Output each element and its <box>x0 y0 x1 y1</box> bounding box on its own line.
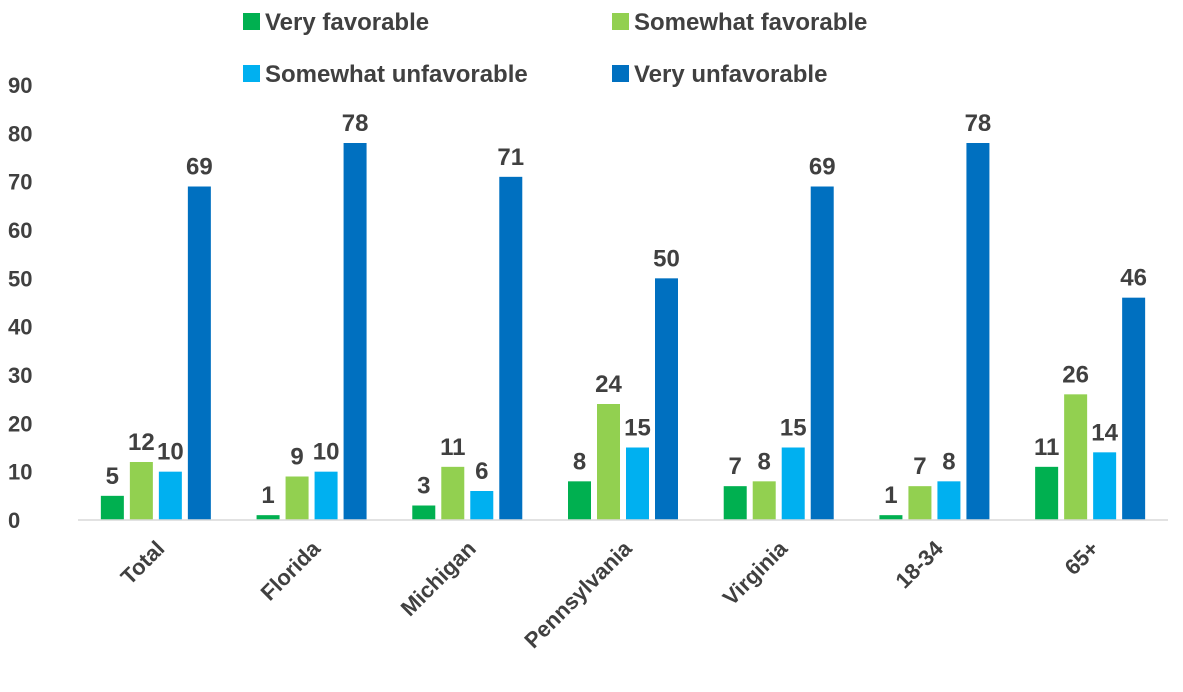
data-label: 7 <box>913 453 926 480</box>
legend-item: Somewhat favorable <box>612 9 867 36</box>
data-label: 8 <box>758 448 771 475</box>
bar <box>100 495 124 520</box>
data-label: 7 <box>729 453 742 480</box>
data-label: 10 <box>313 439 340 466</box>
bar <box>1064 394 1088 520</box>
data-label: 26 <box>1062 361 1089 388</box>
data-label: 69 <box>809 154 836 181</box>
data-label: 78 <box>342 110 369 137</box>
bar <box>810 186 834 520</box>
y-tick-label: 20 <box>8 411 32 436</box>
data-label: 9 <box>290 444 303 471</box>
x-tick-label: Virginia <box>718 535 793 610</box>
x-tick-label: 18-34 <box>890 535 948 593</box>
legend-swatch <box>612 65 629 82</box>
legend-label: Somewhat unfavorable <box>265 61 528 88</box>
bar <box>966 143 990 520</box>
y-axis: 0 10 20 30 40 50 60 70 80 90 <box>8 73 32 533</box>
data-label: 6 <box>475 458 488 485</box>
data-label: 3 <box>417 473 430 500</box>
bar <box>343 143 367 520</box>
x-tick-label: 65+ <box>1060 536 1104 580</box>
data-label: 5 <box>106 463 119 490</box>
y-tick-label: 10 <box>8 460 32 485</box>
data-label: 1 <box>261 482 274 509</box>
legend-item: Very favorable <box>243 9 429 36</box>
data-label: 24 <box>595 371 622 398</box>
data-label: 14 <box>1091 419 1118 446</box>
bar <box>412 505 436 520</box>
data-label: 50 <box>653 245 680 272</box>
y-tick-label: 50 <box>8 266 32 291</box>
legend: Very favorable Somewhat favorable Somewhat… <box>243 9 867 88</box>
y-tick-label: 40 <box>8 315 32 340</box>
bar <box>626 447 649 520</box>
bar <box>937 481 961 520</box>
bar <box>285 476 309 520</box>
y-tick-label: 70 <box>8 170 32 195</box>
legend-item: Very unfavorable <box>612 61 827 88</box>
legend-label: Somewhat favorable <box>634 9 867 36</box>
data-label: 8 <box>573 448 586 475</box>
bar <box>256 515 280 520</box>
bar <box>1035 466 1059 520</box>
data-label: 11 <box>1034 434 1059 461</box>
data-label: 11 <box>440 434 465 461</box>
legend-label: Very unfavorable <box>634 61 827 88</box>
bar <box>470 491 494 520</box>
bar <box>723 486 747 520</box>
data-label: 8 <box>942 448 955 475</box>
y-tick-label: 0 <box>8 508 20 533</box>
legend-swatch <box>612 13 629 30</box>
bar <box>752 481 776 520</box>
x-tick-label: Florida <box>256 535 326 605</box>
data-label: 69 <box>186 154 213 181</box>
x-tick-label: Total <box>116 536 170 590</box>
bar <box>908 486 932 520</box>
bar <box>158 471 182 520</box>
x-tick-label: Michigan <box>396 536 481 621</box>
y-tick-label: 90 <box>8 73 32 98</box>
bar <box>655 278 678 520</box>
bar <box>1122 297 1146 520</box>
bar <box>597 404 620 520</box>
bar <box>314 471 338 520</box>
legend-swatch <box>243 65 260 82</box>
bar <box>879 515 903 520</box>
legend-label: Very favorable <box>265 9 429 36</box>
x-tick-label: Pennsylvania <box>519 535 637 653</box>
legend-item: Somewhat unfavorable <box>243 61 528 88</box>
data-label: 71 <box>497 144 524 171</box>
bar <box>129 462 153 520</box>
data-label: 1 <box>884 482 897 509</box>
bar <box>187 186 211 520</box>
data-label: 15 <box>624 415 651 442</box>
bar <box>781 447 805 520</box>
bar <box>1093 452 1117 520</box>
bar <box>441 466 465 520</box>
legend-swatch <box>243 13 260 30</box>
data-label: 12 <box>128 429 155 456</box>
bar <box>499 176 523 521</box>
y-tick-label: 60 <box>8 218 32 243</box>
x-axis: Total Florida Michigan Pennsylvania Virginia… <box>78 519 1168 653</box>
y-tick-label: 80 <box>8 121 32 146</box>
data-label: 78 <box>965 110 992 137</box>
bar <box>568 481 591 520</box>
y-tick-label: 30 <box>8 363 32 388</box>
data-label: 10 <box>157 439 184 466</box>
data-label: 46 <box>1120 265 1147 292</box>
data-label: 15 <box>780 415 807 442</box>
